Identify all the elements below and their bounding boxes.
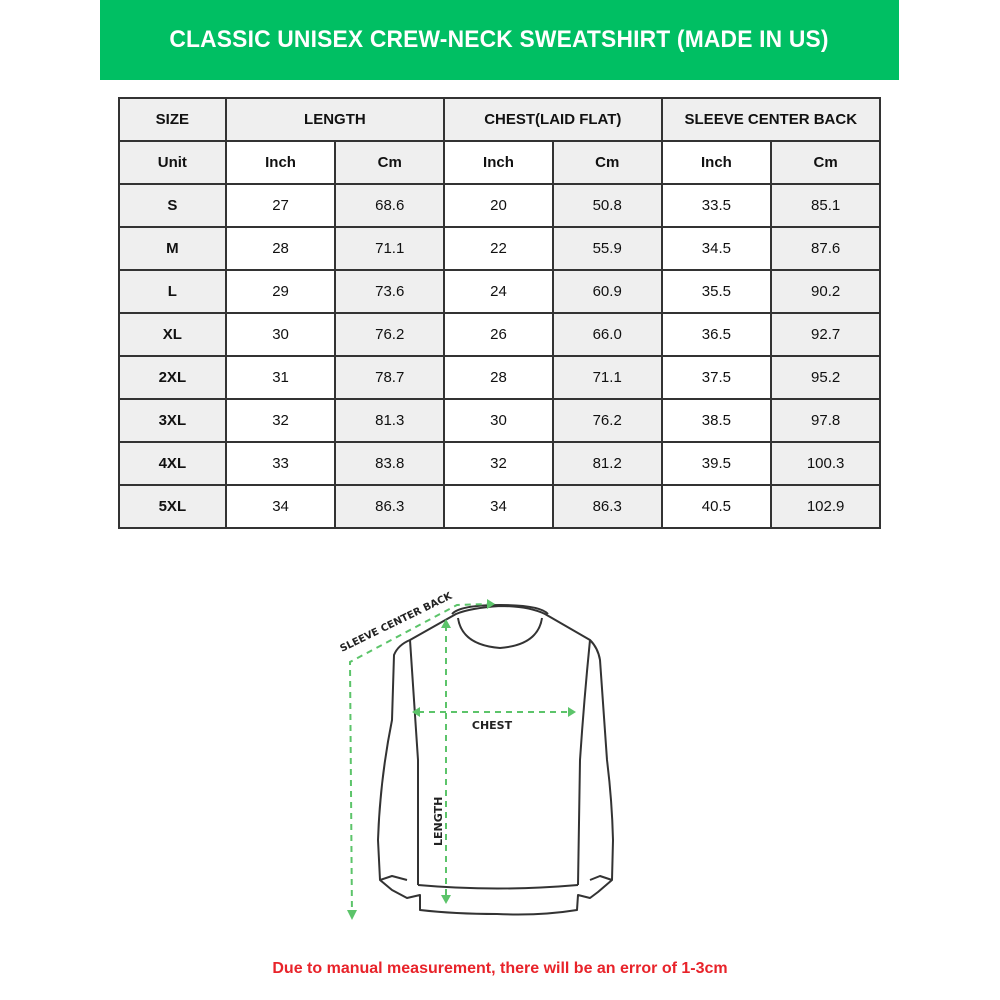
- measurement-cell: 33: [224, 441, 337, 486]
- measurement-cell: 34: [443, 484, 554, 529]
- measurement-cell: 81.3: [334, 398, 446, 443]
- measurement-cell: 76.2: [334, 312, 446, 357]
- measurement-cell: 20: [443, 183, 554, 228]
- measurement-cell: 90.2: [770, 269, 881, 314]
- measurement-cell: 76.2: [551, 398, 663, 443]
- size-row: S 27 68.6 20 50.8 33.5 85.1: [118, 183, 881, 228]
- unit-label: Unit: [118, 140, 227, 185]
- measurement-cell: 27: [224, 183, 337, 228]
- measurement-cell: 81.2: [551, 441, 663, 486]
- unit-cell: Inch: [660, 140, 773, 185]
- measurement-cell: 31: [224, 355, 337, 400]
- unit-cell: Cm: [551, 140, 663, 185]
- measurement-cell: 86.3: [551, 484, 663, 529]
- measurement-cell: 32: [443, 441, 554, 486]
- measurement-note: Due to manual measurement, there will be…: [272, 960, 728, 977]
- unit-row: Unit Inch Cm Inch Cm Inch Cm: [118, 140, 881, 185]
- measurement-cell: 86.3: [334, 484, 446, 529]
- measurement-cell: 83.8: [334, 441, 446, 486]
- measurement-cell: 24: [443, 269, 554, 314]
- size-row: XL 30 76.2 26 66.0 36.5 92.7: [118, 312, 881, 357]
- measurement-cell: 26: [443, 312, 554, 357]
- arrow-head-icon: [347, 910, 357, 920]
- unit-cell: Cm: [770, 140, 881, 185]
- size-row: 4XL 33 83.8 32 81.2 39.5 100.3: [118, 441, 881, 486]
- title-banner: CLASSIC UNISEX CREW-NECK SWEATSHIRT (MAD…: [100, 0, 899, 80]
- measurement-cell: 97.8: [770, 398, 881, 443]
- measurement-cell: 66.0: [551, 312, 663, 357]
- measurement-cell: 100.3: [770, 441, 881, 486]
- arrow-head-icon: [412, 707, 420, 717]
- size-label: 2XL: [118, 355, 227, 400]
- measurement-cell: 50.8: [551, 183, 663, 228]
- header-sleeve: SLEEVE CENTER BACK: [660, 97, 882, 142]
- measurement-cell: 30: [443, 398, 554, 443]
- measurement-cell: 30: [224, 312, 337, 357]
- unit-cell: Inch: [443, 140, 554, 185]
- size-label: 3XL: [118, 398, 227, 443]
- size-label: XL: [118, 312, 227, 357]
- sleeve-label: SLEEVE CENTER BACK: [338, 590, 455, 654]
- arrow-head-icon: [487, 599, 495, 609]
- measurement-cell: 28: [224, 226, 337, 271]
- size-label: L: [118, 269, 227, 314]
- measurement-cell: 34.5: [660, 226, 773, 271]
- size-row: 3XL 32 81.3 30 76.2 38.5 97.8: [118, 398, 881, 443]
- measurement-cell: 38.5: [660, 398, 773, 443]
- measurement-cell: 28: [443, 355, 554, 400]
- measurement-cell: 87.6: [770, 226, 881, 271]
- size-row: M 28 71.1 22 55.9 34.5 87.6: [118, 226, 881, 271]
- measurement-cell: 36.5: [660, 312, 773, 357]
- arrow-head-icon: [441, 619, 451, 628]
- measurement-cell: 55.9: [551, 226, 663, 271]
- measurement-cell: 71.1: [334, 226, 446, 271]
- size-chart-table: SIZE LENGTH CHEST(LAID FLAT) SLEEVE CENT…: [118, 97, 882, 529]
- measurement-cell: 73.6: [334, 269, 446, 314]
- measurement-cell: 71.1: [551, 355, 663, 400]
- page-title: CLASSIC UNISEX CREW-NECK SWEATSHIRT (MAD…: [169, 26, 830, 53]
- header-length: LENGTH: [224, 97, 446, 142]
- arrow-heads: [347, 599, 576, 920]
- measurement-cell: 32: [224, 398, 337, 443]
- measurement-cell: 95.2: [770, 355, 881, 400]
- measurement-cell: 37.5: [660, 355, 773, 400]
- measurement-cell: 29: [224, 269, 337, 314]
- measurement-cell: 68.6: [334, 183, 446, 228]
- size-label: 5XL: [118, 484, 227, 529]
- measurement-cell: 33.5: [660, 183, 773, 228]
- unit-cell: Cm: [334, 140, 446, 185]
- arrow-head-icon: [441, 895, 451, 904]
- chest-label: CHEST: [472, 719, 513, 732]
- header-size: SIZE: [118, 97, 227, 142]
- size-label: M: [118, 226, 227, 271]
- unit-cell: Inch: [224, 140, 337, 185]
- measurement-cell: 22: [443, 226, 554, 271]
- measurement-cell: 34: [224, 484, 337, 529]
- measurement-cell: 78.7: [334, 355, 446, 400]
- size-row: L 29 73.6 24 60.9 35.5 90.2: [118, 269, 881, 314]
- arrow-head-icon: [568, 707, 576, 717]
- size-row: 2XL 31 78.7 28 71.1 37.5 95.2: [118, 355, 881, 400]
- size-row: 5XL 34 86.3 34 86.3 40.5 102.9: [118, 484, 881, 529]
- measurement-cell: 35.5: [660, 269, 773, 314]
- measurement-cell: 92.7: [770, 312, 881, 357]
- measurement-cell: 40.5: [660, 484, 773, 529]
- measurement-cell: 60.9: [551, 269, 663, 314]
- header-chest: CHEST(LAID FLAT): [443, 97, 663, 142]
- header-row: SIZE LENGTH CHEST(LAID FLAT) SLEEVE CENT…: [118, 97, 882, 142]
- size-label: S: [118, 183, 227, 228]
- sweatshirt-outline: [377, 604, 614, 916]
- measurement-arrows: [348, 603, 570, 919]
- measurement-cell: 39.5: [660, 441, 773, 486]
- measurement-cell: 102.9: [770, 484, 881, 529]
- size-label: 4XL: [118, 441, 227, 486]
- length-label: LENGTH: [432, 797, 445, 846]
- measurement-cell: 85.1: [770, 183, 881, 228]
